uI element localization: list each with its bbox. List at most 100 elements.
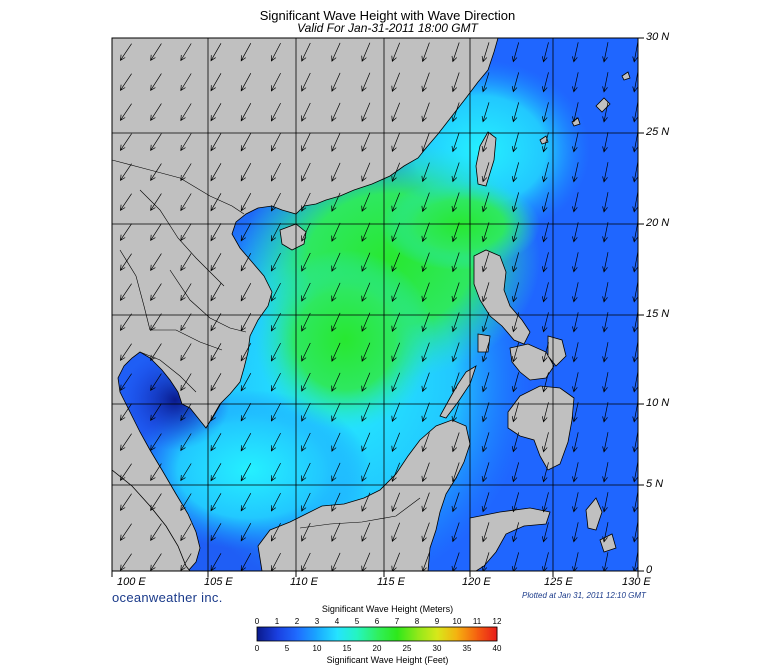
wave-arrow <box>541 192 549 213</box>
wave-arrow <box>632 522 638 543</box>
colorbar-cell <box>437 627 458 641</box>
wave-arrow <box>451 252 460 273</box>
wave-arrow <box>271 402 281 422</box>
wave-arrow <box>180 103 192 122</box>
wave-arrow <box>119 43 132 61</box>
wave-arrow <box>331 372 341 392</box>
wave-arrow <box>602 192 609 213</box>
wave-arrow <box>511 192 520 213</box>
wave-arrow <box>481 432 490 453</box>
colorbar-title-meters: Significant Wave Height (Meters) <box>321 604 454 614</box>
wave-arrow <box>421 372 430 393</box>
wave-arrow <box>481 462 490 483</box>
wave-arrow <box>632 552 638 571</box>
wave-arrow <box>451 552 460 571</box>
wave-arrow <box>180 43 192 62</box>
wave-arrow <box>361 552 371 571</box>
wave-arrow <box>301 522 311 542</box>
colorbar-feet-tick: 5 <box>285 644 290 653</box>
wave-arrow <box>180 133 192 152</box>
lon-label-115e: 115 E <box>377 576 405 588</box>
wave-arrow <box>451 432 460 453</box>
wave-arrow <box>602 132 609 153</box>
wave-arrow <box>361 522 371 542</box>
lat-label-25n: 25 N <box>646 126 670 138</box>
wave-arrow <box>511 312 520 333</box>
wave-arrow <box>301 372 311 392</box>
wave-arrow <box>331 342 341 362</box>
wave-arrow <box>481 522 490 543</box>
wave-arrow <box>481 72 490 93</box>
wave-arrow <box>119 73 132 91</box>
wave-arrow <box>541 252 549 273</box>
wave-arrow <box>119 523 132 541</box>
colorbar-meter-tick: 7 <box>395 617 400 626</box>
wave-arrow <box>361 402 371 422</box>
wave-arrow <box>271 252 281 272</box>
wave-arrow <box>602 462 609 483</box>
wave-arrow <box>572 432 579 453</box>
wave-arrow <box>541 372 549 393</box>
wave-arrow <box>150 133 162 152</box>
colorbar-cell <box>257 627 278 641</box>
wave-arrow <box>572 402 579 423</box>
wave-arrow <box>331 72 341 92</box>
wave-arrow <box>541 402 549 423</box>
wave-arrow <box>210 253 222 272</box>
colorbar-meter-tick: 5 <box>355 617 360 626</box>
wave-arrow <box>451 222 460 243</box>
colorbar-meter-tick: 2 <box>295 617 300 626</box>
wave-arrow <box>361 102 371 122</box>
wave-arrow <box>511 342 520 363</box>
wave-arrow <box>361 462 371 482</box>
halmahera-island <box>585 497 603 531</box>
wave-arrow <box>331 252 341 272</box>
wave-arrow <box>240 103 252 122</box>
wave-arrow <box>301 252 311 272</box>
wave-arrow <box>210 523 222 542</box>
wave-arrow <box>331 552 341 571</box>
wave-arrow <box>511 282 520 303</box>
wave-arrow <box>602 282 609 303</box>
wave-arrow <box>301 282 311 302</box>
wave-arrow <box>602 372 609 393</box>
wave-arrow <box>391 432 401 453</box>
wave-arrow <box>511 162 520 183</box>
wave-arrow <box>481 252 490 273</box>
wave-arrow <box>481 42 490 63</box>
wave-arrow <box>511 72 520 93</box>
wave-arrow <box>391 192 401 213</box>
wave-arrow <box>511 42 520 63</box>
wave-arrow <box>541 102 549 123</box>
wave-arrow <box>602 162 609 183</box>
wave-arrow <box>511 132 520 153</box>
wave-arrow <box>240 163 252 182</box>
wave-arrow <box>451 462 460 483</box>
wave-arrow <box>210 403 222 422</box>
colorbar-cell <box>377 627 398 641</box>
lat-label-10n: 10 N <box>646 397 670 409</box>
wave-arrow <box>451 492 460 513</box>
wave-arrow <box>481 312 490 333</box>
wave-arrow <box>391 402 401 423</box>
wave-arrow <box>150 163 162 182</box>
wave-arrow <box>271 522 281 542</box>
wave-arrow <box>210 163 222 182</box>
wave-arrow <box>271 492 281 512</box>
map-frame <box>111 37 639 572</box>
colorbar-meter-tick: 1 <box>275 617 280 626</box>
wave-arrow <box>572 42 579 63</box>
wave-arrow <box>301 132 311 152</box>
wave-arrow <box>572 192 579 213</box>
wave-arrow <box>421 132 430 153</box>
wave-arrow <box>421 492 430 513</box>
wave-arrow <box>301 492 311 512</box>
wave-arrow <box>301 102 311 122</box>
wave-arrow <box>331 222 341 242</box>
wave-arrow <box>511 492 520 513</box>
wave-arrow <box>451 192 460 213</box>
wave-arrow <box>331 462 341 482</box>
colorbar-feet-tick: 35 <box>463 644 472 653</box>
lon-label-105e: 105 E <box>204 576 233 588</box>
colorbar-cell <box>317 627 338 641</box>
